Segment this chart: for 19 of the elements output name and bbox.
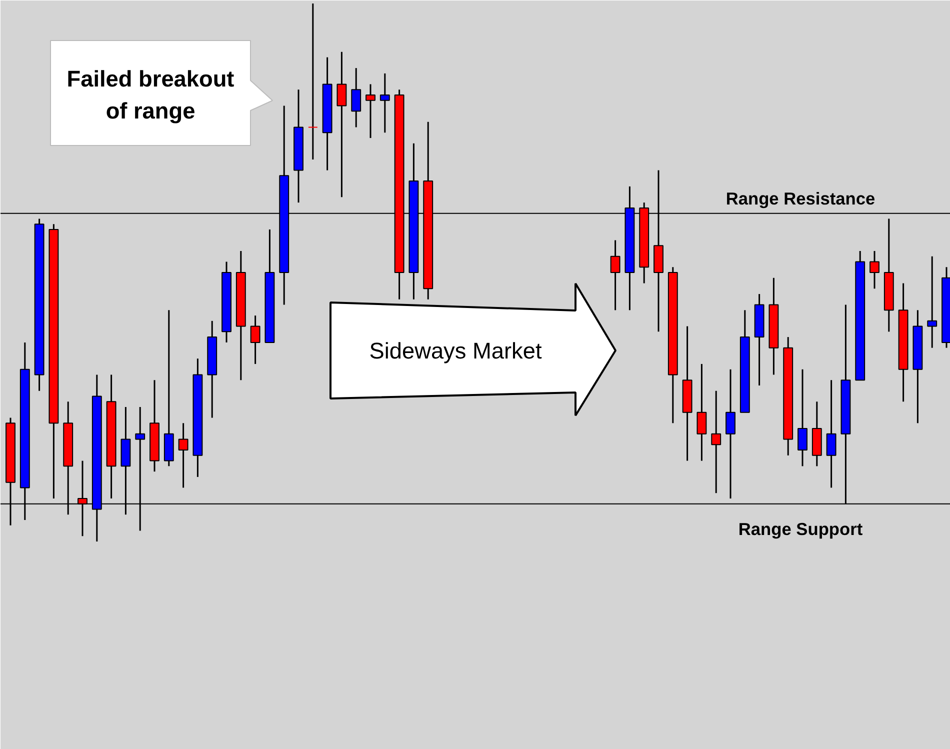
candlestick: [366, 83, 376, 139]
candlestick: [250, 314, 260, 365]
candlestick: [380, 72, 390, 134]
candlestick: [798, 368, 808, 467]
candlestick: [308, 2, 318, 160]
candlestick: [826, 379, 836, 488]
ref-line-label: Range Support: [738, 518, 863, 539]
candlestick: [696, 363, 707, 462]
ref-line-label: Range Resistance: [726, 188, 876, 208]
candlestick: [336, 51, 347, 198]
annotation: Failed breakout of range: [66, 66, 235, 124]
annotation: Sideways Market: [369, 338, 542, 364]
candlestick: [711, 390, 722, 494]
candlestick: [726, 368, 736, 500]
candlestick: [870, 250, 880, 290]
candlestick: [351, 67, 362, 128]
candlestick: [610, 239, 620, 311]
candlestick: [927, 256, 938, 349]
candlestick: [178, 422, 188, 488]
